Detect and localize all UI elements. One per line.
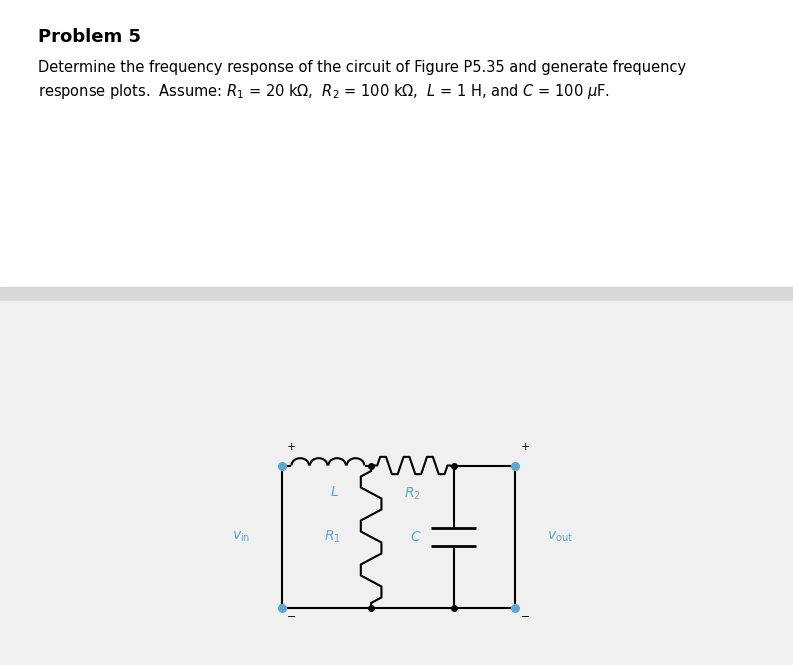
Text: Problem 5: Problem 5	[38, 28, 141, 46]
Text: $v_{\rm in}$: $v_{\rm in}$	[232, 530, 250, 544]
Bar	[0, 287, 793, 301]
Text: $C$: $C$	[410, 530, 422, 544]
Text: +: +	[287, 442, 297, 452]
Text: response plots.  Assume: $R_1$ = 20 k$\Omega$,  $R_2$ = 100 k$\Omega$,  $L$ = 1 : response plots. Assume: $R_1$ = 20 k$\Om…	[38, 82, 610, 102]
Text: $v_{\rm out}$: $v_{\rm out}$	[547, 530, 573, 544]
Text: $R_1$: $R_1$	[324, 529, 341, 545]
Text: $R_2$: $R_2$	[404, 485, 421, 502]
Bar	[0, 0, 793, 287]
Text: $L$: $L$	[330, 485, 339, 499]
Bar	[0, 301, 793, 665]
Text: Determine the frequency response of the circuit of Figure P5.35 and generate fre: Determine the frequency response of the …	[38, 60, 686, 75]
Text: −: −	[287, 612, 297, 622]
Text: +: +	[521, 442, 531, 452]
Text: −: −	[521, 612, 531, 622]
